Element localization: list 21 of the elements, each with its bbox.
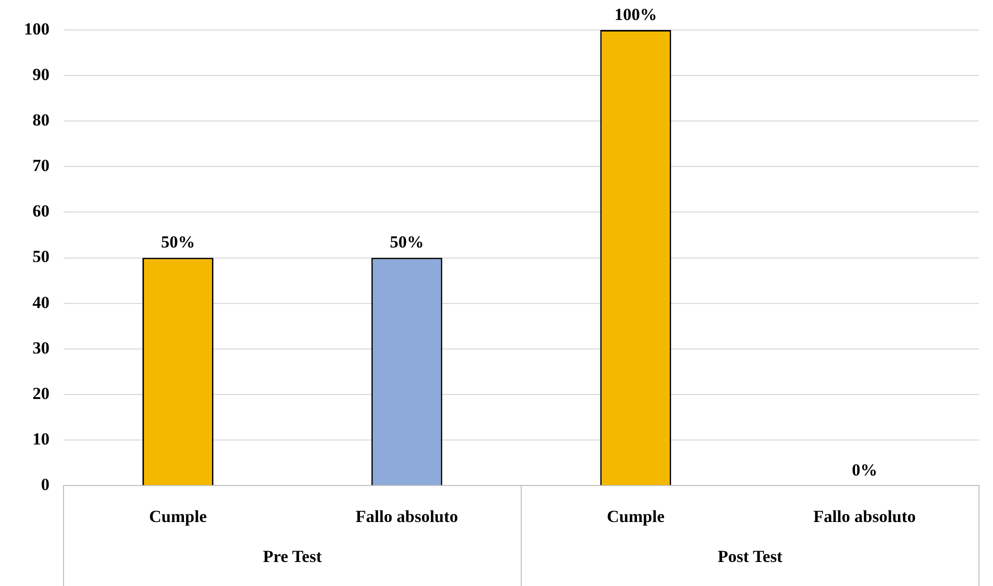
data-label: 50% [390,232,424,252]
x-tick-label: Cumple [606,507,665,526]
x-tick-label: Fallo absoluto [356,507,458,526]
y-tick-label: 60 [32,202,50,221]
y-tick-label: 10 [32,429,50,448]
y-tick-label: 40 [32,292,50,312]
y-tick-label: 70 [32,156,50,176]
y-tick-label: 80 [32,110,50,130]
text: Post Test [718,546,783,566]
x-tick-label: Cumple [149,507,208,526]
text: Pre Test [263,546,322,566]
x-tick-label: Fallo absoluto [813,507,916,526]
data-label: 100% [614,4,657,24]
y-tick-label: 0 [41,474,50,494]
y-tick-label: 30 [32,338,50,358]
y-tick-label: 90 [32,64,50,84]
data-label: 50% [160,232,195,252]
y-tick-label: 100 [24,19,50,38]
data-label: 0% [852,460,878,480]
y-tick-label: 20 [32,384,50,403]
y-tick-label: 50 [32,247,50,266]
